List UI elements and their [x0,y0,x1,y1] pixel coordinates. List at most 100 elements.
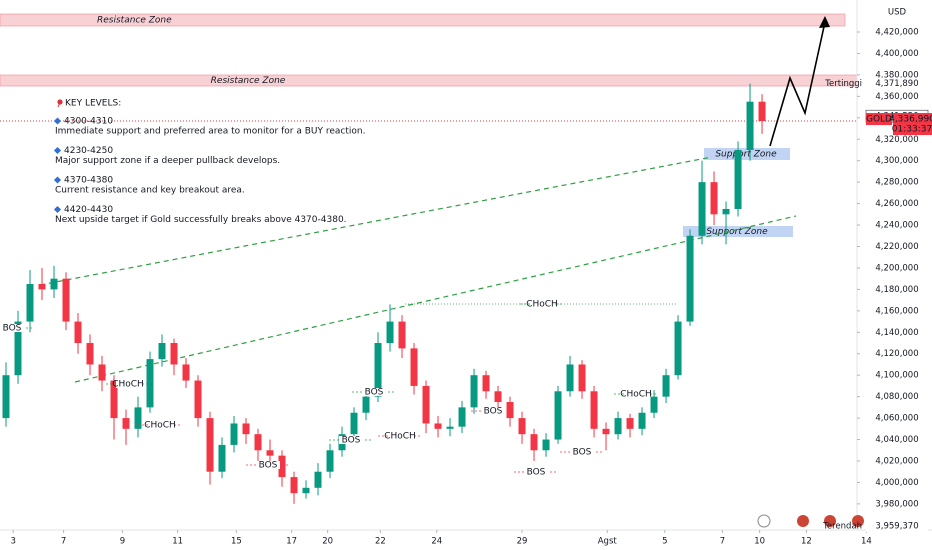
countdown: 01:33:37 [892,125,932,135]
key-level-range: 4300-4310 [64,117,113,127]
icon [757,514,771,528]
x-tick-label: 5 [662,537,667,547]
y-tick-label: 4,120,000 [875,349,918,359]
candle-body [746,101,754,150]
candle-body [206,418,214,472]
y-tick-label: 4,260,000 [875,199,918,209]
price-marker: 3,959,370 [875,522,918,532]
x-tick-label: 29 [517,537,528,547]
zone-label: Resistance Zone [211,76,286,86]
structure-bg [524,468,548,476]
structure-bg [339,436,363,444]
zone-label: Support Zone [706,227,768,237]
y-tick-label: 4,360,000 [875,92,918,102]
y-tick-label: 4,240,000 [875,221,918,231]
structure-label: CHoCH [526,300,558,310]
trendline [74,215,797,383]
candle-body [182,364,190,381]
price-marker-box [866,520,928,533]
structure-label: CHoCH [112,380,144,390]
candle-body [554,391,562,440]
candle-body [194,380,202,419]
y-tick-label: 4,040,000 [875,435,918,445]
zone [683,226,793,237]
x-tick-label: 22 [375,537,386,547]
candle-body [98,364,106,381]
y-tick-label: 4,060,000 [875,414,918,424]
candle-body [470,375,478,408]
x-tick-label: 20 [322,537,333,547]
x-tick-label: 9 [120,537,125,547]
candle-body [698,182,706,236]
candle-body [566,364,574,392]
structure-bg [388,432,412,440]
x-tick-label: 15 [231,537,242,547]
candle-body [290,477,298,494]
price-marker-name: Terendah [822,522,862,532]
structure-bg [148,421,172,429]
price-marker-box [866,77,928,90]
candle-body [50,278,58,290]
candle-body [314,471,322,488]
icon [797,515,809,527]
x-tick-label: 3 [10,537,15,547]
candle-body [734,149,742,209]
pin-icon [57,101,61,108]
x-tick-label: 24 [431,537,442,547]
candle-body [674,321,682,376]
x-tick-label: 7 [720,537,725,547]
candle-body [86,343,94,365]
y-tick-label: 4,220,000 [875,242,918,252]
candle-body [494,391,502,403]
candle-body [542,439,550,451]
candle-body [638,412,646,429]
x-tick-label: Agst [598,537,618,547]
candle-body [146,359,154,408]
y-tick-label: 4,160,000 [875,306,918,316]
candle-body [2,375,10,419]
candle-body [590,391,598,429]
candle-body [62,278,70,322]
structure-label: BOS [484,407,503,417]
y-tick-label: 4,320,000 [875,135,918,145]
candle-body [302,487,310,494]
structure-bg [624,390,648,398]
structure-label: CHoCH [384,432,416,442]
structure-bg [481,407,505,415]
x-tick-label: 10 [754,537,765,547]
structure-label: BOS [342,436,361,446]
structure-bg [530,300,554,308]
icons [757,514,864,528]
y-tick-label: 4,200,000 [875,263,918,273]
y-tick-label: 3,980,000 [875,499,918,509]
diamond [53,176,62,184]
price-marker: 4,371,890 [875,79,918,89]
structure-bg [256,461,280,469]
y-tick-label: 4,280,000 [875,178,918,188]
structure-label: CHoCH [144,421,176,431]
y-tick-label: 4,140,000 [875,328,918,338]
last-price-tag [893,113,932,136]
candle-body [386,321,394,344]
candle-body [482,375,490,392]
candle-body [398,321,406,349]
candle-body [266,450,274,456]
diamond [53,205,62,214]
candle-body [602,428,610,435]
structure-label: BOS [365,388,384,398]
icon [824,515,836,527]
candle-body [758,101,766,122]
zone-label: Support Zone [715,150,777,160]
candle-body [506,402,514,419]
candle-body [614,418,622,435]
icon [852,515,864,527]
structure-label: BOS [3,324,22,334]
y-tick-label: 4,080,000 [875,392,918,402]
candle-body [362,396,370,413]
candle-body [122,418,130,429]
axes: 3,980,000 4,000,000 4,020,000 4,040,000 4,06… [10,28,932,547]
candle-body [110,380,118,419]
candle-body [722,208,730,215]
candle-body [422,385,430,424]
candle-body [626,418,634,429]
